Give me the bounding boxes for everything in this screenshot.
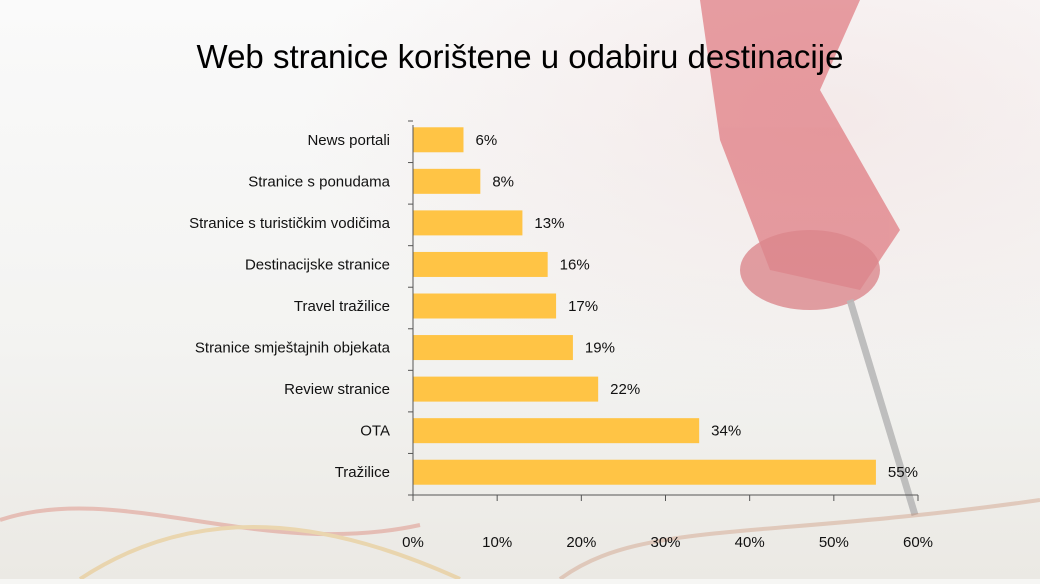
bar-0 <box>413 127 464 153</box>
category-labels: News portali Stranice s ponudama Stranice … <box>189 132 391 481</box>
value-label-5: 19% <box>585 340 615 357</box>
x-tick-label-0: 0% <box>402 534 424 551</box>
axis-group: 0% 10% 20% 30% 40% 50% 60% <box>402 120 933 551</box>
x-tick-label-5: 50% <box>819 534 849 551</box>
category-label-8: Tražilice <box>335 464 390 481</box>
x-tick-label-4: 40% <box>735 534 765 551</box>
category-label-1: Stranice s ponudama <box>248 173 390 190</box>
value-label-2: 13% <box>534 215 564 232</box>
x-tick-label-6: 60% <box>903 534 933 551</box>
value-label-8: 55% <box>888 464 918 481</box>
category-label-3: Destinacijske stranice <box>245 256 390 273</box>
value-label-7: 34% <box>711 423 741 440</box>
value-label-6: 22% <box>610 381 640 398</box>
category-label-6: Review stranice <box>284 381 390 398</box>
chart-title: Web stranice korištene u odabiru destina… <box>196 38 844 75</box>
bar-2 <box>413 210 523 236</box>
x-tick-label-2: 20% <box>566 534 596 551</box>
x-tick-label-3: 30% <box>650 534 680 551</box>
category-label-5: Stranice smještajnih objekata <box>195 340 391 357</box>
x-tick-label-1: 10% <box>482 534 512 551</box>
value-label-3: 16% <box>560 256 590 273</box>
value-label-1: 8% <box>492 173 514 190</box>
bars-group <box>413 127 876 485</box>
category-label-4: Travel tražilice <box>294 298 390 315</box>
value-labels: 6% 8% 13% 16% 17% 19% 22% 34% 55% <box>476 132 918 481</box>
category-label-7: OTA <box>360 423 390 440</box>
bar-5 <box>413 335 573 361</box>
bar-6 <box>413 376 599 402</box>
bar-4 <box>413 293 557 319</box>
bar-8 <box>413 459 876 485</box>
bar-3 <box>413 251 548 277</box>
value-label-0: 6% <box>476 132 498 149</box>
value-label-4: 17% <box>568 298 598 315</box>
bar-7 <box>413 418 700 444</box>
bar-1 <box>413 168 481 194</box>
category-label-2: Stranice s turističkim vodičima <box>189 215 391 232</box>
category-label-0: News portali <box>307 132 390 149</box>
